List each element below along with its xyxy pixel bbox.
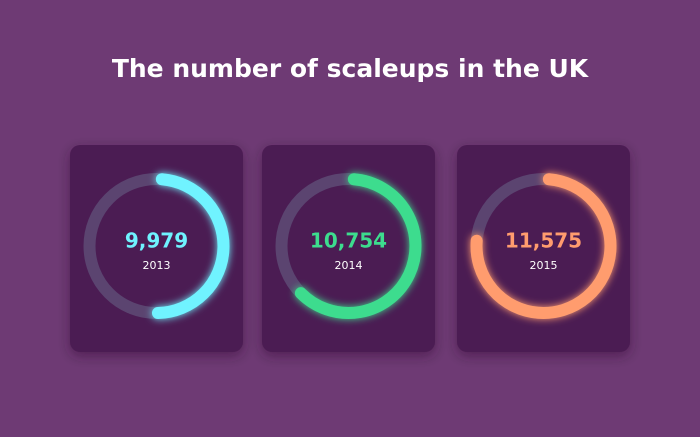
gauge-arc xyxy=(470,173,617,319)
category-label: 2014 xyxy=(335,259,363,272)
value-label: 9,979 xyxy=(125,229,188,253)
value-label: 10,754 xyxy=(310,229,387,253)
gauge-arc xyxy=(151,173,230,319)
chart-title: The number of scaleups in the UK xyxy=(112,54,590,83)
value-label: 11,575 xyxy=(505,229,582,253)
category-label: 2015 xyxy=(530,259,558,272)
category-label: 2013 xyxy=(143,259,171,272)
gauge-arc xyxy=(294,173,422,319)
